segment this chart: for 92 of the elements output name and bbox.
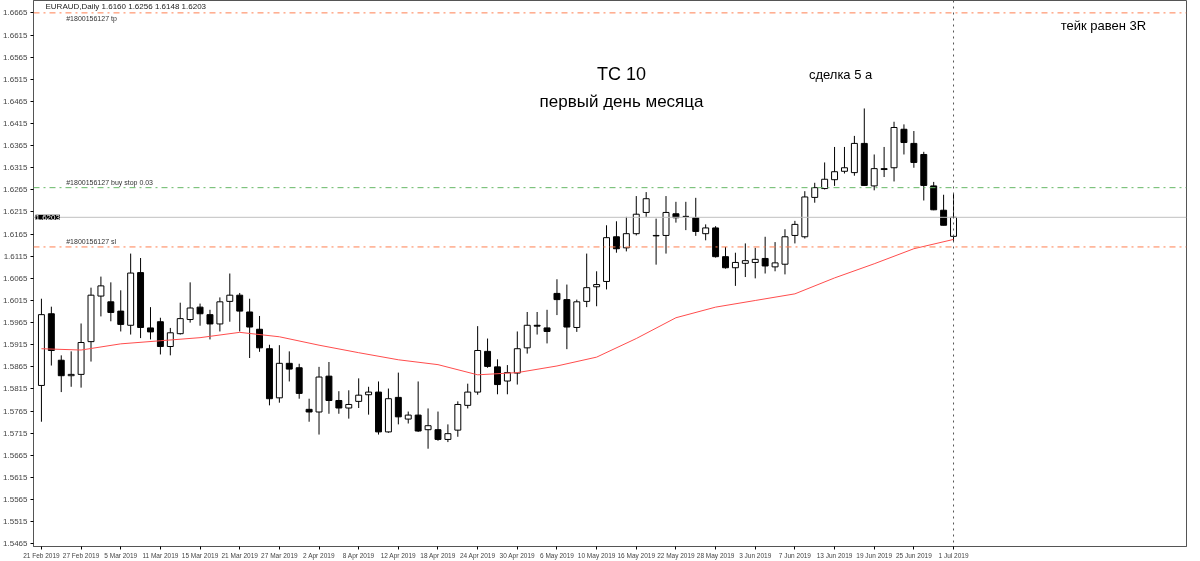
candlestick (612, 220, 620, 254)
y-tick-label: 1.6415 (3, 119, 29, 128)
candlestick (107, 281, 115, 322)
candlestick (196, 303, 204, 327)
candlestick (226, 273, 234, 323)
y-tick-label: 1.6465 (3, 96, 29, 106)
candlestick (910, 130, 918, 169)
candlestick (662, 195, 670, 255)
y-tick-label: 1.5565 (3, 495, 29, 505)
candlestick (345, 389, 353, 420)
candlestick (840, 146, 848, 174)
annotation: ТС 10 (597, 64, 647, 85)
candlestick (692, 197, 700, 237)
candlestick (147, 306, 154, 340)
candlestick (464, 383, 472, 409)
candlestick (751, 247, 759, 279)
candlestick (186, 281, 194, 324)
candlestick (97, 276, 105, 317)
candlestick (444, 423, 452, 443)
candlestick (583, 253, 591, 308)
candlestick (940, 194, 948, 226)
y-tick-label: 1.5515 (3, 517, 29, 527)
candlestick (821, 161, 829, 190)
y-tick-label: 1.6615 (3, 30, 29, 40)
y-tick-label: 1.6665 (3, 8, 29, 18)
candlestick (484, 338, 492, 369)
y-tick-label: 1.5615 (3, 472, 29, 482)
text: тейк равен 3R (1060, 17, 1147, 33)
y-tick-label: 1.6365 (3, 141, 29, 151)
candlestick (543, 309, 551, 344)
y-tick-label: 1.5915 (3, 340, 29, 350)
candlestick (553, 278, 561, 316)
y-tick-label: 1.6015 (3, 295, 29, 305)
candlestick (414, 380, 422, 433)
candlestick (632, 195, 640, 236)
candlestick (236, 292, 244, 332)
candlestick (652, 218, 660, 266)
y-tick-label: 1.6115 (3, 251, 29, 261)
candlestick (731, 252, 739, 287)
candlestick (494, 358, 501, 395)
candlestick (900, 123, 908, 155)
candlestick (771, 241, 779, 272)
candlestick (761, 236, 769, 274)
candlestick (206, 309, 214, 340)
candlestick (523, 311, 531, 355)
candlestick (394, 372, 402, 425)
y-tick-label: 1.5715 (3, 428, 29, 438)
y-tick-label: 1.5815 (3, 384, 29, 394)
y-tick-label: 1.5865 (3, 362, 29, 372)
candlestick (285, 350, 293, 382)
y-tick-label: 1.5665 (3, 450, 29, 460)
y-tick-label: 1.6165 (3, 229, 29, 239)
y-tick-label: 1.6215 (3, 207, 29, 217)
candlestick (791, 220, 799, 244)
y-tick-label: 1.6265 (3, 185, 29, 195)
candlestick (355, 377, 363, 409)
candlestick (722, 246, 729, 270)
chart-title: EURAUD,Daily 1.6160 1.6256 1.6148 1.6203 (45, 1, 207, 11)
candlestick (57, 354, 65, 393)
y-tick-label: 1.6315 (3, 163, 29, 173)
candlestick (67, 350, 75, 388)
y-tick-label: 1.6065 (3, 273, 29, 283)
candlestick (593, 270, 601, 307)
candlestick (741, 242, 749, 278)
candlestick (424, 407, 432, 450)
annotation: первый день месяца (539, 92, 705, 112)
candlestick (831, 146, 839, 187)
y-tick-label: 1.5465 (3, 539, 29, 549)
candlestick (176, 302, 184, 336)
y-tick-label: 1.6515 (3, 74, 29, 84)
candlestick (811, 182, 819, 204)
y-tick-label: 1.5965 (3, 318, 29, 328)
candlestick (870, 153, 878, 191)
candlestick (880, 146, 888, 178)
candlestick (256, 315, 264, 353)
y-tick-label: 1.6565 (3, 52, 29, 62)
candlestick (305, 398, 313, 423)
candlestick (335, 390, 343, 415)
ref-line-label: 1.6203 (35, 212, 61, 222)
candlestick (622, 216, 630, 252)
candlestick (246, 298, 254, 359)
y-tick-label: 1.5765 (3, 406, 29, 416)
candlestick (503, 364, 511, 395)
candlestick (365, 386, 373, 416)
line-series (40, 238, 955, 376)
candlestick (434, 411, 442, 442)
annotation: сделка 5 а (808, 66, 874, 82)
candlestick (166, 327, 174, 356)
candlestick (216, 296, 224, 332)
candlestick (642, 191, 650, 218)
candlestick (117, 289, 125, 332)
candlestick (533, 311, 541, 336)
